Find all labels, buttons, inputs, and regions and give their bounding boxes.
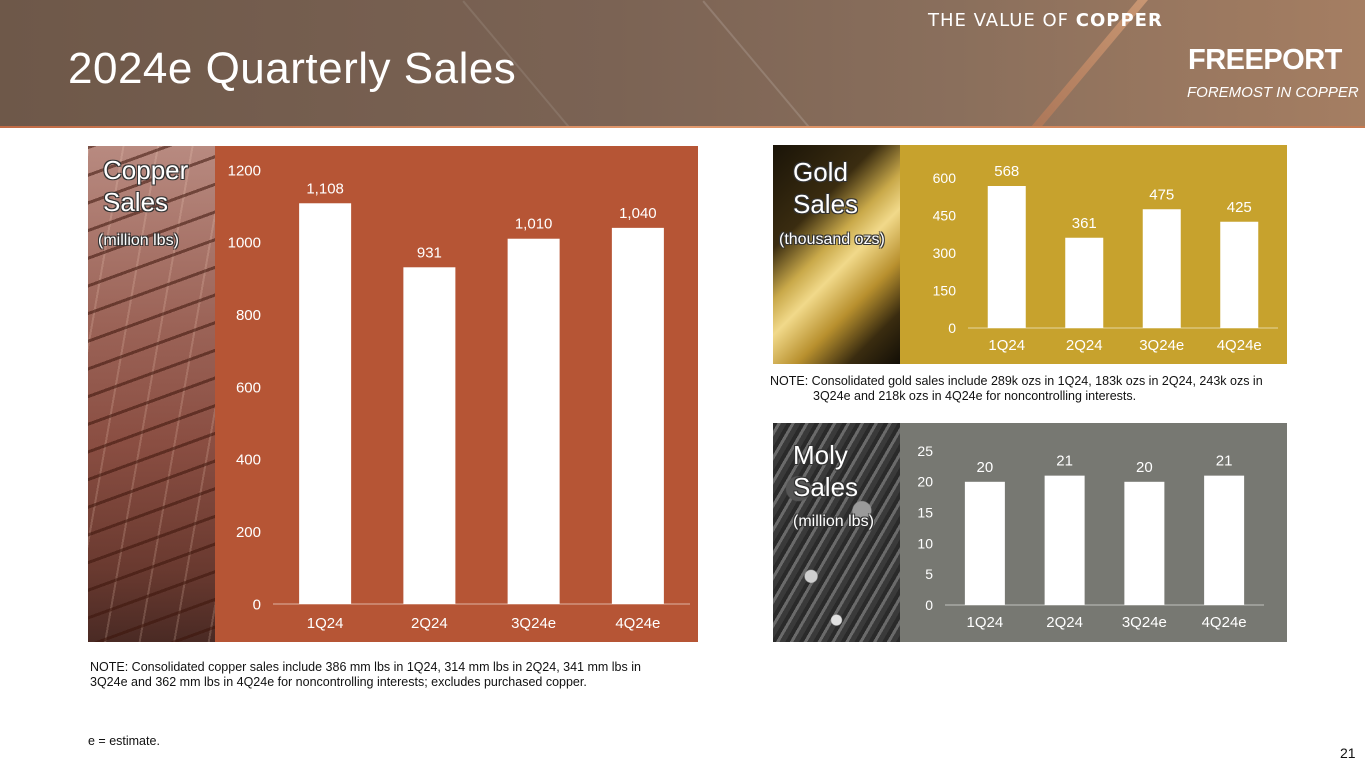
moly-value-label: 21: [1216, 453, 1233, 470]
copper-value-label: 1,108: [306, 180, 344, 197]
moly-y-tick-label: 20: [917, 474, 933, 490]
moly-y-tick-label: 10: [917, 535, 933, 551]
header-copper-stripe: [0, 126, 1365, 128]
page-title: 2024e Quarterly Sales: [68, 44, 517, 93]
copper-bar-4Q24e: [611, 227, 664, 604]
gold-bar-2Q24: [1065, 237, 1104, 328]
moly-sales-chart: 0 5 10 15 20 25 20 1Q24 21 2Q24 20 3Q24e 21 4Q24e: [917, 443, 1264, 631]
moly-sales-panel: 0 5 10 15 20 25 20 1Q24 21 2Q24 20 3Q24e 21 4Q24e Mol…: [773, 423, 1287, 642]
copper-sales-chart: 0 200 400 600 800 1000 1200 1,108 1Q24 931 2Q24 1,0…: [228, 162, 690, 632]
moly-bar-3Q24e: [1124, 481, 1165, 605]
copper-value-label: 1,010: [515, 216, 553, 233]
moly-label-line1: Moly: [793, 440, 848, 470]
gold-value-label: 475: [1149, 186, 1174, 203]
molybdenum-ore-photo: [773, 423, 900, 642]
copper-bar-1Q24: [299, 203, 352, 605]
copper-chart-label: Copper Sales: [103, 154, 188, 218]
moly-unit-label: (million lbs): [793, 513, 874, 530]
copper-y-tick-label: 1200: [228, 162, 261, 179]
moly-y-tick-label: 0: [925, 597, 933, 613]
moly-chart-label: Moly Sales: [793, 439, 858, 503]
moly-bar-2Q24: [1044, 475, 1085, 605]
moly-category-label: 3Q24e: [1122, 614, 1167, 631]
moly-label-line2: Sales: [793, 472, 859, 502]
copper-value-label: 931: [417, 244, 442, 261]
gold-y-tick-label: 600: [933, 170, 957, 186]
gold-chart-label: Gold Sales: [793, 156, 858, 220]
moly-y-tick-label: 15: [917, 505, 933, 521]
gold-category-label: 3Q24e: [1139, 337, 1184, 354]
moly-category-label: 2Q24: [1046, 614, 1083, 631]
copper-category-label: 2Q24: [411, 615, 448, 632]
gold-y-tick-label: 0: [948, 320, 956, 336]
copper-category-label: 3Q24e: [511, 615, 556, 632]
moly-category-label: 1Q24: [967, 614, 1004, 631]
gold-y-tick-label: 150: [933, 282, 957, 298]
gold-bar-3Q24e: [1142, 209, 1181, 328]
copper-sales-panel: 0 200 400 600 800 1000 1200 1,108 1Q24 931 2Q24 1,0…: [88, 146, 698, 642]
gold-value-label: 361: [1072, 215, 1097, 232]
gold-category-label: 4Q24e: [1217, 337, 1262, 354]
gold-unit-label: (thousand ozs): [779, 231, 885, 248]
gold-bar-4Q24e: [1220, 221, 1259, 328]
copper-note: NOTE: Consolidated copper sales include …: [90, 660, 641, 689]
moly-value-label: 20: [977, 459, 994, 476]
tagline: THE VALUE OF COPPER: [928, 10, 1163, 31]
tagline-bold: COPPER: [1075, 10, 1163, 31]
gold-category-label: 1Q24: [988, 337, 1025, 354]
copper-value-label: 1,040: [619, 205, 657, 222]
moly-y-tick-label: 5: [925, 566, 933, 582]
copper-y-tick-label: 1000: [228, 235, 261, 252]
gold-y-tick-label: 300: [933, 245, 957, 261]
copper-label-line2: Sales: [103, 187, 169, 217]
gold-y-tick-label: 450: [933, 207, 957, 223]
copper-bar-3Q24e: [507, 238, 560, 604]
copper-y-tick-label: 400: [236, 452, 261, 469]
copper-category-label: 1Q24: [307, 615, 344, 632]
brand-subtitle: FOREMOST IN COPPER: [1187, 84, 1359, 101]
copper-y-tick-label: 0: [253, 596, 261, 613]
gold-value-label: 425: [1227, 199, 1252, 216]
gold-label-line2: Sales: [793, 189, 859, 219]
gold-label-line1: Gold: [793, 157, 848, 187]
copper-y-tick-label: 600: [236, 379, 261, 396]
gold-value-label: 568: [994, 163, 1019, 180]
moly-bar-4Q24e: [1204, 475, 1245, 605]
moly-value-label: 20: [1136, 459, 1153, 476]
copper-unit-label: (million lbs): [98, 232, 179, 249]
copper-bar-2Q24: [403, 267, 456, 604]
header-banner: 2024e Quarterly Sales THE VALUE OF COPPE…: [0, 0, 1365, 128]
gold-bar-photo: [773, 145, 900, 364]
decorative-line: [702, 0, 820, 128]
gold-bar-1Q24: [987, 186, 1026, 328]
gold-category-label: 2Q24: [1066, 337, 1103, 354]
gold-note: NOTE: Consolidated gold sales include 28…: [770, 374, 1263, 403]
copper-y-tick-label: 800: [236, 307, 261, 324]
copper-category-label: 4Q24e: [615, 615, 660, 632]
brand-logo: FREEPORT: [1188, 44, 1342, 76]
copper-y-tick-label: 200: [236, 524, 261, 541]
moly-value-label: 21: [1056, 453, 1073, 470]
gold-sales-panel: 0 150 300 450 600 568 1Q24 361 2Q24 475 3Q24e 425 4Q…: [773, 145, 1287, 364]
moly-y-tick-label: 25: [917, 443, 933, 459]
copper-cathode-photo: [88, 146, 215, 642]
tagline-light: THE VALUE OF: [928, 10, 1076, 31]
estimate-footnote: e = estimate.: [88, 734, 160, 748]
copper-label-line1: Copper: [103, 155, 189, 185]
page-number: 21: [1340, 745, 1356, 761]
gold-sales-chart: 0 150 300 450 600 568 1Q24 361 2Q24 475 3Q24e 425 4Q…: [933, 163, 1278, 354]
moly-category-label: 4Q24e: [1202, 614, 1247, 631]
moly-bar-1Q24: [964, 481, 1005, 605]
